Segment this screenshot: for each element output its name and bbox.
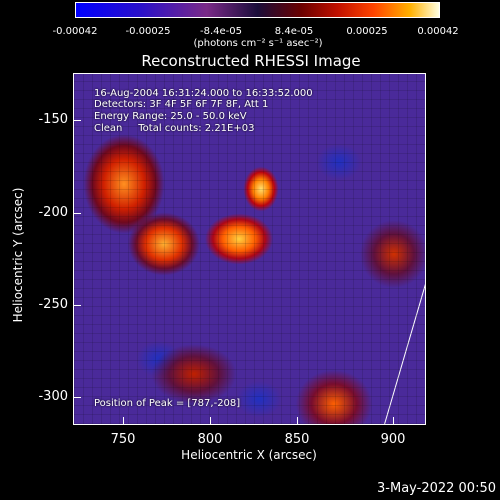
y-tick-label: -200 bbox=[38, 205, 68, 220]
colorbar-tick: -0.00025 bbox=[125, 26, 171, 37]
y-tick-label: -300 bbox=[38, 389, 68, 404]
x-tick-mark bbox=[123, 417, 124, 425]
plot-title: Reconstructed RHESSI Image bbox=[141, 52, 361, 70]
colorbar-tick: 0.00025 bbox=[346, 26, 388, 37]
observation-time: 16-Aug-2004 16:31:24.000 to 16:33:52.000 bbox=[94, 88, 313, 99]
y-axis-label: Heliocentric Y (arcsec) bbox=[11, 187, 25, 323]
x-axis-label: Heliocentric X (arcsec) bbox=[181, 448, 317, 462]
timestamp: 3-May-2022 00:50 bbox=[377, 481, 496, 496]
colorbar-tick: 8.4e-05 bbox=[274, 26, 314, 37]
colorbar-tick: 0.00042 bbox=[417, 26, 459, 37]
x-tick-label: 800 bbox=[197, 432, 223, 447]
x-tick-label: 850 bbox=[284, 432, 310, 447]
peak-position: Position of Peak = [787,-208] bbox=[94, 398, 241, 409]
x-tick-mark bbox=[297, 417, 298, 425]
y-tick-mark bbox=[73, 120, 81, 121]
x-tick-mark bbox=[210, 417, 211, 425]
colorbar-unit: (photons cm⁻² s⁻¹ asec⁻²) bbox=[193, 38, 323, 49]
y-tick-mark bbox=[73, 305, 81, 306]
colorbar bbox=[75, 2, 440, 18]
rhessi-image bbox=[73, 73, 426, 425]
x-tick-label: 750 bbox=[110, 432, 136, 447]
y-tick-label: -250 bbox=[38, 297, 68, 312]
energy-range: Energy Range: 25.0 - 50.0 keV bbox=[94, 111, 247, 122]
colorbar-tick: -8.4e-05 bbox=[200, 26, 242, 37]
y-tick-mark bbox=[73, 397, 81, 398]
detectors-info: Detectors: 3F 4F 5F 6F 7F 8F, Att 1 bbox=[94, 99, 269, 110]
colorbar-tick: -0.00042 bbox=[52, 26, 98, 37]
x-tick-label: 900 bbox=[380, 432, 406, 447]
y-tick-label: -150 bbox=[38, 112, 68, 127]
x-tick-mark bbox=[393, 417, 394, 425]
clean-info: Clean Total counts: 2.21E+03 bbox=[94, 123, 255, 134]
y-tick-mark bbox=[73, 213, 81, 214]
